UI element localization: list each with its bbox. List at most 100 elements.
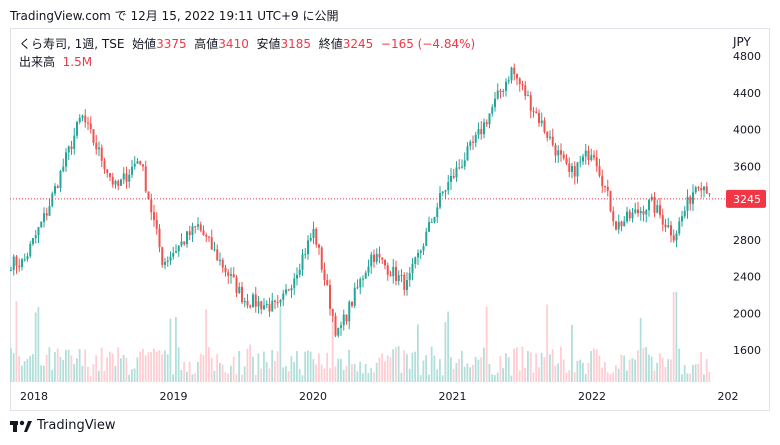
candle-body [252, 294, 254, 308]
candle-body [205, 234, 208, 237]
candle-body [648, 199, 650, 211]
candle-body [224, 267, 227, 273]
candle-body [263, 305, 265, 310]
volume-bar [221, 364, 224, 382]
candle-body [411, 263, 414, 274]
last-price-tag [726, 189, 766, 208]
volume-bar [461, 350, 463, 382]
legend-open-label: 始値 [132, 37, 157, 51]
candle-body [191, 226, 194, 236]
volume-bar [419, 375, 422, 382]
volume-bar [617, 368, 620, 382]
candle-body [375, 253, 378, 262]
candle-body [51, 193, 54, 207]
volume-bar [474, 356, 477, 382]
candle-body [65, 152, 67, 167]
volume-bar [538, 367, 540, 382]
volume-bar [21, 365, 23, 382]
legend-close: 3245 [342, 37, 374, 51]
volume-bar [12, 353, 15, 382]
volume-bar [397, 346, 400, 382]
volume-bar [153, 348, 155, 382]
volume-bar [175, 317, 177, 382]
candle-body [667, 225, 670, 228]
volume-bar [672, 292, 675, 382]
volume-bar [136, 357, 139, 382]
candle-body [620, 221, 623, 227]
x-tick-label: 2021 [439, 390, 467, 403]
candle-body [661, 215, 664, 225]
volume-bar [40, 365, 43, 382]
candle-body [54, 186, 56, 194]
candle-body [584, 150, 587, 157]
volume-bar [447, 311, 450, 382]
candle-body [100, 147, 103, 161]
candle-body [425, 231, 428, 246]
candle-body [370, 254, 373, 267]
candle-body [373, 254, 375, 262]
volume-bar [224, 372, 227, 382]
footer-brand[interactable]: TradingView [10, 418, 116, 433]
volume-bar [271, 349, 274, 382]
volume-bar [656, 362, 659, 382]
x-tick-label: 2019 [160, 390, 188, 403]
volume-bar [645, 347, 648, 382]
volume-bar [103, 370, 106, 382]
volume-bar [609, 374, 612, 382]
candle-body [400, 274, 403, 276]
candle-body [521, 84, 524, 86]
candle-body [307, 240, 309, 255]
volume-bar [133, 368, 136, 382]
candle-body [626, 211, 628, 222]
volume-bar [705, 358, 708, 382]
volume-bar [45, 354, 48, 382]
volume-bar [161, 354, 164, 382]
candle-body [285, 289, 287, 294]
volume-bar [282, 367, 285, 382]
volume-bar [568, 370, 571, 382]
candle-body [392, 266, 395, 277]
candle-body [73, 135, 76, 149]
volume-bar [584, 373, 587, 382]
candle-body [296, 274, 298, 279]
candle-body [617, 221, 620, 230]
volume-bar [337, 358, 340, 382]
volume-bar [98, 370, 100, 382]
volume-bar [639, 318, 642, 382]
volume-bar [573, 372, 576, 382]
volume-bar [469, 367, 472, 382]
y-tick-label: 4000 [733, 124, 761, 137]
volume-bar [274, 361, 276, 382]
volume-bar [549, 354, 551, 382]
candle-body [502, 90, 505, 93]
volume-bar [89, 375, 92, 382]
candle-body [21, 259, 23, 267]
volume-bar [628, 359, 631, 382]
volume-bar [661, 357, 664, 382]
volume-bar [199, 354, 202, 382]
volume-bar [565, 372, 568, 382]
volume-bar [532, 372, 535, 382]
candle-body [494, 98, 496, 108]
candle-body [120, 179, 122, 186]
candle-body [436, 207, 439, 218]
volume-bar [188, 361, 191, 382]
candle-body [238, 286, 241, 293]
candle-body [562, 154, 565, 159]
candle-body [705, 186, 708, 194]
volume-bar [488, 363, 491, 382]
candle-body [359, 279, 362, 288]
volume-bar [452, 368, 455, 382]
candle-body [219, 259, 221, 261]
volume-bar [186, 371, 188, 382]
volume-bar [32, 354, 34, 382]
volume-bar [59, 356, 62, 382]
volume-bar [576, 360, 579, 382]
candle-body [485, 122, 488, 125]
candle-body [703, 186, 705, 191]
candle-body [642, 211, 645, 215]
volume-bar [507, 357, 510, 382]
candle-body [516, 74, 518, 79]
volume-bar [362, 373, 364, 382]
